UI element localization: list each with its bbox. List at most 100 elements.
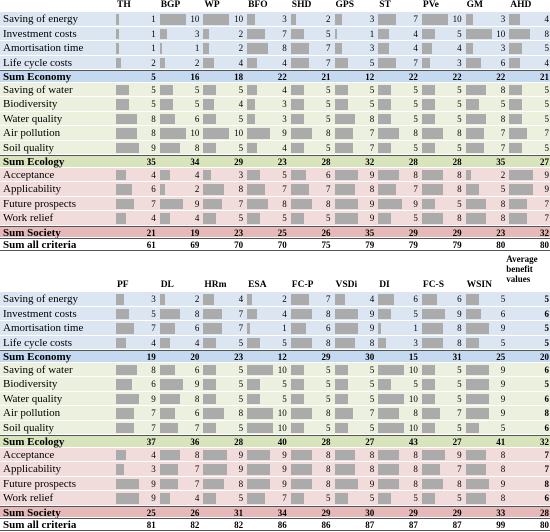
bar bbox=[421, 422, 435, 433]
bar bbox=[465, 28, 492, 39]
value: 10 bbox=[190, 128, 200, 138]
value: 31 bbox=[234, 507, 244, 518]
bar bbox=[421, 478, 443, 489]
value: 8 bbox=[413, 478, 418, 489]
value: 27 bbox=[540, 157, 549, 167]
bar bbox=[290, 294, 309, 305]
value: 5 bbox=[326, 364, 331, 375]
value: 4 bbox=[151, 449, 156, 460]
value: 29 bbox=[234, 157, 244, 167]
average-value: 20 bbox=[540, 352, 549, 362]
bar bbox=[465, 449, 487, 460]
row-label: Investment costs bbox=[3, 307, 77, 320]
bar bbox=[509, 213, 528, 224]
value: 6 bbox=[413, 294, 418, 304]
bar bbox=[203, 449, 227, 460]
value: 8 bbox=[326, 337, 331, 348]
row-label: Saving of energy bbox=[3, 293, 78, 305]
value: 9 bbox=[500, 408, 506, 418]
bar bbox=[378, 128, 399, 139]
value: 8 bbox=[413, 449, 418, 460]
bar bbox=[334, 184, 356, 195]
bar bbox=[421, 128, 443, 139]
bar bbox=[159, 43, 163, 54]
column-header: DI bbox=[379, 280, 390, 290]
value: 8 bbox=[194, 449, 200, 460]
value: 1 bbox=[413, 323, 418, 333]
bar bbox=[203, 364, 217, 375]
value: 4 bbox=[544, 57, 550, 68]
value: 5 bbox=[457, 422, 462, 433]
value: 9 bbox=[369, 169, 375, 180]
bar bbox=[509, 43, 523, 54]
column-header: SHD bbox=[291, 0, 312, 10]
value: 9 bbox=[151, 393, 156, 404]
average-value: 5 bbox=[544, 379, 550, 389]
value: 99 bbox=[496, 520, 506, 530]
value: 28 bbox=[408, 157, 418, 167]
average-value: 5 bbox=[544, 337, 550, 348]
bar bbox=[509, 113, 523, 124]
value: 8 bbox=[238, 408, 244, 418]
bar bbox=[290, 337, 312, 348]
value: 4 bbox=[194, 169, 200, 180]
value: 22 bbox=[277, 72, 287, 82]
bar bbox=[116, 28, 119, 39]
value: 80 bbox=[496, 240, 506, 250]
value: 5 bbox=[151, 99, 156, 109]
value: 1 bbox=[151, 28, 156, 39]
bar bbox=[159, 14, 186, 25]
value: 69 bbox=[190, 240, 200, 250]
value: 9 bbox=[369, 323, 375, 333]
bar bbox=[203, 84, 217, 95]
average-value: 6 bbox=[544, 493, 550, 503]
bar bbox=[421, 184, 443, 195]
bar bbox=[378, 198, 402, 209]
bar bbox=[334, 169, 358, 180]
sum-row: Sum Society 21 19 23 25 26 35 29 29 23 32 bbox=[0, 225, 550, 239]
bar bbox=[116, 198, 135, 209]
bar bbox=[465, 169, 471, 180]
bar bbox=[334, 14, 343, 25]
value: 4 bbox=[194, 337, 200, 348]
sum-row: Sum Economy 5 16 18 22 21 12 22 22 22 21 bbox=[0, 70, 550, 83]
value: 5 bbox=[326, 379, 331, 389]
value: 4 bbox=[282, 308, 287, 319]
bar bbox=[290, 464, 312, 475]
bar bbox=[116, 478, 140, 489]
bar bbox=[378, 393, 405, 404]
value: 9 bbox=[282, 464, 287, 474]
value: 8 bbox=[282, 43, 287, 53]
value: 87 bbox=[365, 520, 375, 530]
bar bbox=[334, 308, 358, 319]
column-header: TH bbox=[117, 0, 131, 10]
column-header: PF bbox=[117, 280, 129, 290]
column-header: ESA bbox=[248, 280, 267, 290]
bar bbox=[159, 379, 184, 390]
bar bbox=[116, 379, 132, 390]
value: 9 bbox=[282, 449, 287, 460]
bar bbox=[203, 408, 225, 419]
value: 29 bbox=[408, 507, 418, 518]
value: 8 bbox=[457, 323, 462, 333]
column-header: PVe bbox=[422, 0, 439, 10]
bar bbox=[378, 142, 392, 153]
bar bbox=[116, 493, 140, 504]
bar bbox=[116, 464, 124, 475]
bar bbox=[465, 213, 487, 224]
value: 5 bbox=[238, 213, 244, 223]
value: 29 bbox=[452, 507, 462, 518]
value: 10 bbox=[190, 14, 200, 24]
value: 23 bbox=[277, 157, 287, 167]
row-label: Investment costs bbox=[3, 27, 77, 40]
value: 8 bbox=[326, 449, 331, 460]
average-value: 5 bbox=[544, 323, 550, 333]
value: 8 bbox=[326, 128, 331, 138]
value: 79 bbox=[408, 240, 418, 250]
bar bbox=[203, 478, 225, 489]
bar bbox=[290, 493, 304, 504]
bar bbox=[509, 184, 533, 195]
bar bbox=[290, 43, 309, 54]
bar bbox=[465, 142, 484, 153]
bar bbox=[247, 113, 255, 124]
